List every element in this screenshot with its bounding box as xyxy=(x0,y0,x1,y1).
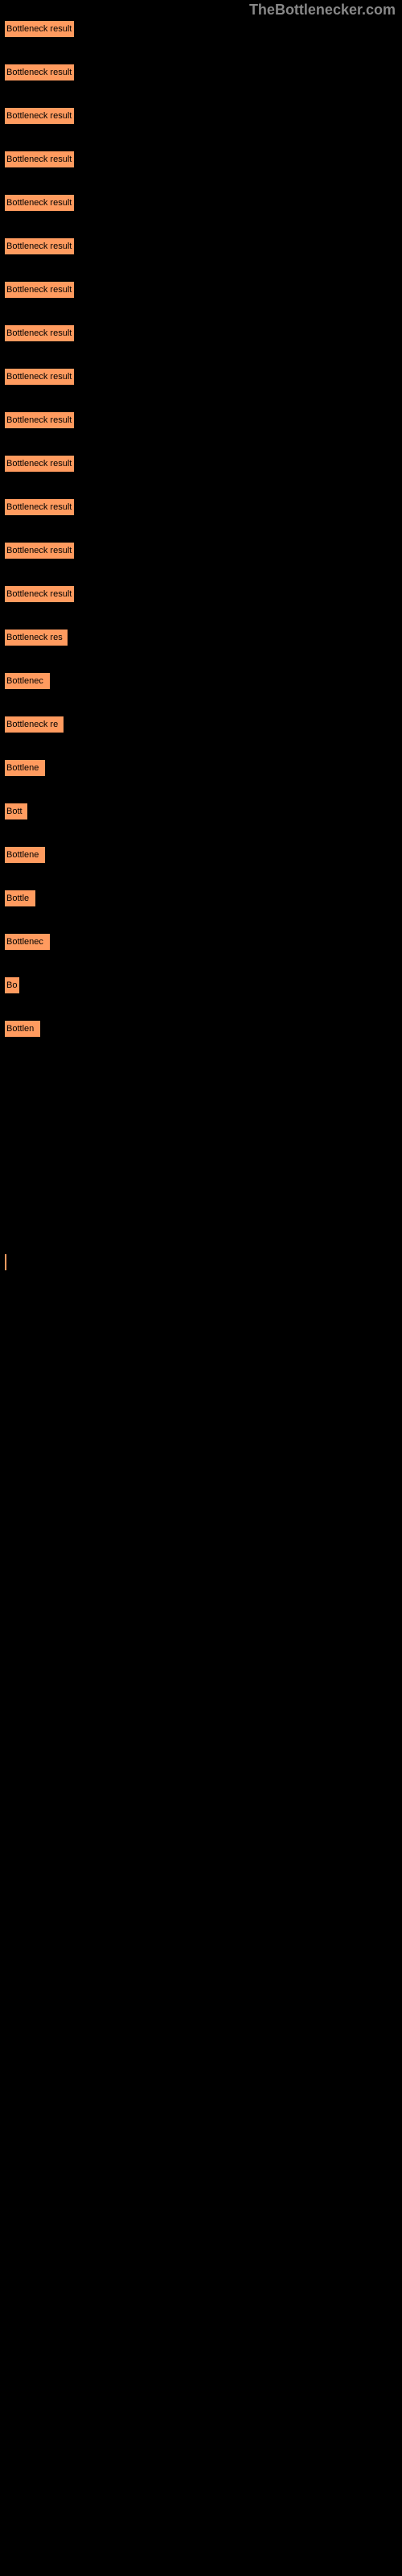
bar-row: Bottleneck result xyxy=(4,324,402,342)
bar-row: Bo xyxy=(4,976,402,994)
bar-row: Bottleneck result xyxy=(4,455,402,473)
bar-row: Bottlene xyxy=(4,846,402,864)
bar-row: Bottleneck re xyxy=(4,716,402,733)
bar-row: Bottleneck result xyxy=(4,151,402,168)
bar-chart: Bottleneck result Bottleneck result Bottle… xyxy=(0,0,402,1271)
chart-bar: Bottleneck result xyxy=(4,585,75,603)
bar-row xyxy=(4,1253,402,1271)
chart-bar: Bottleneck result xyxy=(4,237,75,255)
chart-bar: Bottleneck result xyxy=(4,194,75,212)
bar-row: Bottlene xyxy=(4,759,402,777)
bar-row: Bottleneck result xyxy=(4,194,402,212)
chart-bar: Bottlen xyxy=(4,1020,41,1038)
chart-bar: Bottle xyxy=(4,890,36,907)
chart-bar: Bottleneck result xyxy=(4,324,75,342)
chart-bar: Bottleneck result xyxy=(4,107,75,125)
bar-row: Bottleneck result xyxy=(4,20,402,38)
bar-row: Bott xyxy=(4,803,402,820)
chart-bar: Bottlene xyxy=(4,846,46,864)
chart-bar: Bottleneck result xyxy=(4,20,75,38)
chart-bar: Bottleneck result xyxy=(4,64,75,81)
chart-bar: Bottlenec xyxy=(4,933,51,951)
bar-row: Bottleneck res xyxy=(4,629,402,646)
chart-bar: Bottleneck result xyxy=(4,281,75,299)
chart-bar: Bottleneck re xyxy=(4,716,64,733)
bar-row: Bottlenec xyxy=(4,933,402,951)
bar-row: Bottlen xyxy=(4,1020,402,1038)
bar-row: Bottleneck result xyxy=(4,368,402,386)
bar-row: Bottleneck result xyxy=(4,498,402,516)
chart-bar: Bottleneck res xyxy=(4,629,68,646)
bar-row: Bottleneck result xyxy=(4,411,402,429)
chart-bar: Bottleneck result xyxy=(4,542,75,559)
chart-bar: Bo xyxy=(4,976,20,994)
bar-row: Bottleneck result xyxy=(4,107,402,125)
chart-bar: Bottleneck result xyxy=(4,151,75,168)
bar-row: Bottleneck result xyxy=(4,64,402,81)
chart-bar: Bottleneck result xyxy=(4,411,75,429)
bar-row: Bottlenec xyxy=(4,672,402,690)
chart-bar: Bottleneck result xyxy=(4,368,75,386)
bar-row: Bottleneck result xyxy=(4,281,402,299)
chart-bar: Bottleneck result xyxy=(4,455,75,473)
watermark-text: TheBottlenecker.com xyxy=(249,2,396,19)
chart-bar: Bottlene xyxy=(4,759,46,777)
bar-row: Bottleneck result xyxy=(4,542,402,559)
chart-bar: Bottlenec xyxy=(4,672,51,690)
bar-row: Bottle xyxy=(4,890,402,907)
chart-bar xyxy=(4,1253,7,1271)
bar-row: Bottleneck result xyxy=(4,585,402,603)
bar-row: Bottleneck result xyxy=(4,237,402,255)
chart-bar: Bottleneck result xyxy=(4,498,75,516)
chart-bar: Bott xyxy=(4,803,28,820)
